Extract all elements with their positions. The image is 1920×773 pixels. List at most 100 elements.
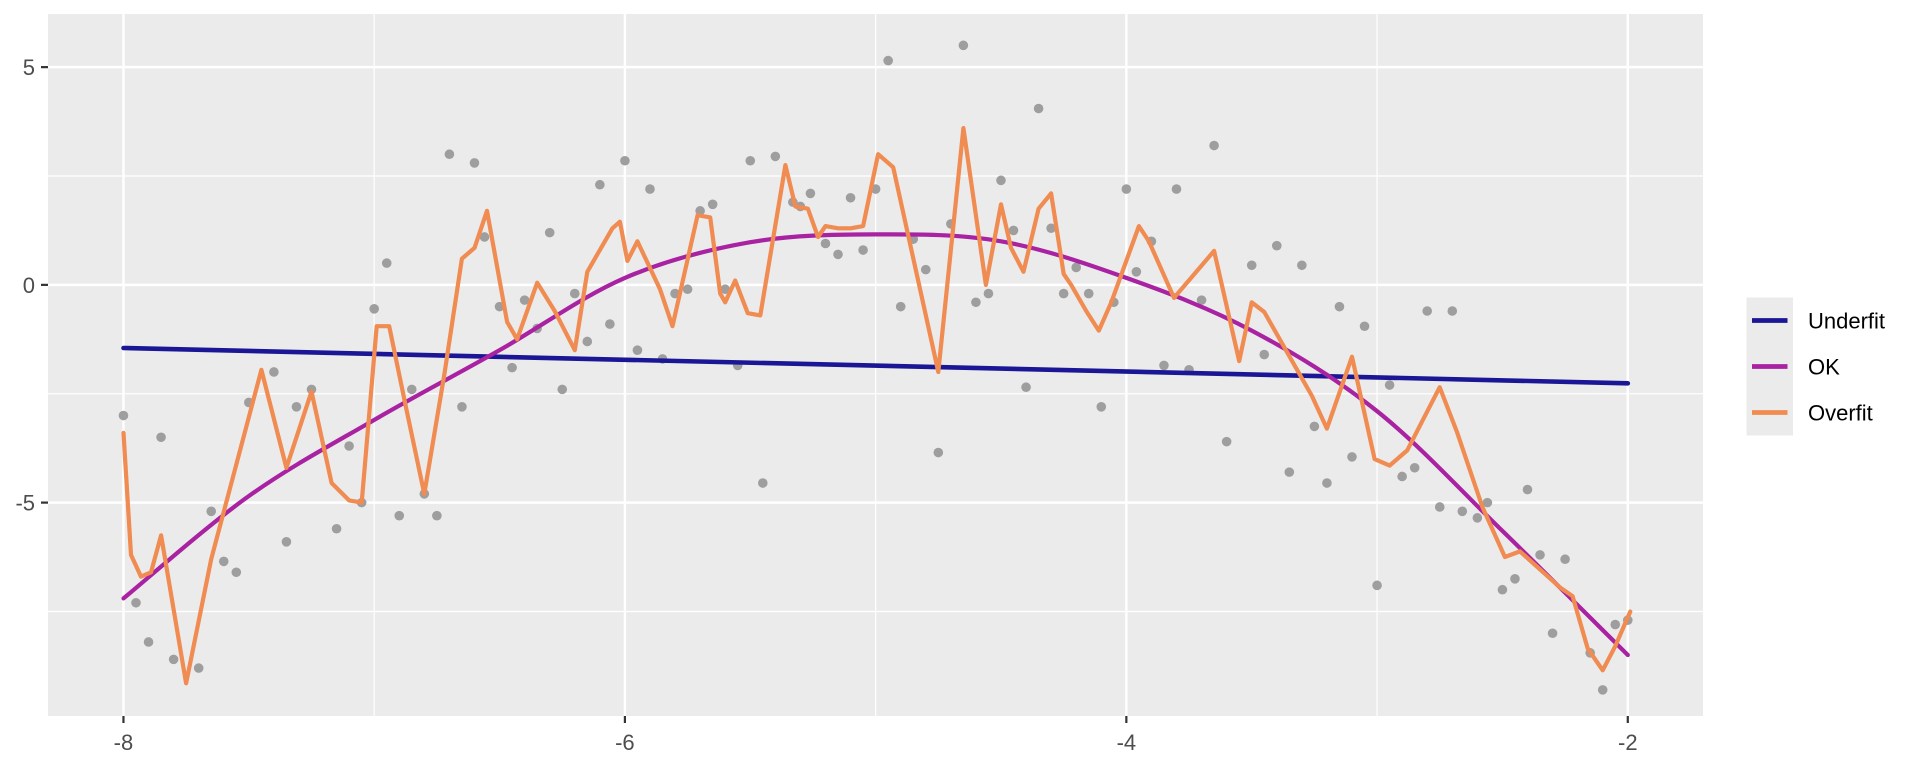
scatter-point	[1384, 380, 1395, 390]
scatter-point	[1284, 467, 1295, 477]
legend-label: Underfit	[1808, 309, 1885, 334]
scatter-point	[394, 510, 405, 521]
scatter-point	[605, 319, 615, 329]
scatter-point	[1021, 382, 1031, 393]
y-tick-label: 0	[23, 273, 35, 298]
scatter-point	[1409, 462, 1420, 473]
scatter-point	[1334, 301, 1345, 312]
scatter-point	[193, 663, 204, 673]
x-tick-label: -8	[114, 730, 134, 755]
scatter-point	[1522, 484, 1533, 495]
scatter-point	[291, 402, 302, 412]
scatter-point	[805, 188, 816, 199]
scatter-point	[331, 523, 342, 534]
scatter-point	[1297, 260, 1307, 271]
scatter-point	[983, 288, 994, 299]
ok-line	[121, 232, 1630, 658]
scatter-point	[281, 537, 292, 547]
scatter-point	[519, 295, 530, 305]
scatter-point	[1422, 306, 1433, 316]
scatter-point	[1322, 478, 1332, 488]
scatter-point	[479, 232, 490, 242]
scatter-point	[1359, 321, 1370, 332]
scatter-point	[1457, 506, 1468, 517]
scatter-point	[920, 264, 931, 275]
scatter-point	[720, 284, 730, 295]
scatter-point	[1397, 471, 1407, 482]
scatter-point	[707, 199, 718, 210]
scatter-point	[1071, 262, 1082, 273]
scatter-point	[996, 175, 1006, 186]
x-tick-label: -6	[615, 730, 635, 755]
y-tick-label: 5	[23, 55, 35, 80]
series-lines	[121, 126, 1633, 686]
scatter-point	[682, 284, 693, 295]
scatter-point	[933, 447, 944, 458]
legend-item-overfit: Overfit	[1746, 389, 1873, 436]
scatter-point	[1372, 580, 1382, 591]
scatter-point	[1560, 554, 1570, 565]
scatter-point	[845, 192, 856, 203]
scatter-point	[1246, 260, 1257, 271]
scatter-point	[1083, 288, 1094, 299]
scatter-point	[1547, 628, 1558, 639]
scatter-point	[1497, 584, 1508, 595]
scatter-point	[1434, 502, 1445, 512]
scatter-point	[1131, 267, 1142, 277]
scatter-point	[1535, 550, 1545, 560]
scatter-point	[344, 441, 354, 451]
legend-label: Overfit	[1808, 401, 1873, 426]
scatter-point	[557, 384, 568, 395]
scatter-point	[218, 556, 229, 567]
scatter-point	[544, 227, 555, 238]
scatter-point	[833, 249, 843, 260]
scatter-point	[770, 151, 781, 162]
scatter-point	[595, 179, 605, 190]
legend-item-underfit: Underfit	[1746, 297, 1885, 344]
scatter-point	[1510, 574, 1520, 584]
scatter-point	[858, 245, 868, 255]
scatter-point	[1058, 288, 1069, 299]
scatter-point	[1610, 619, 1621, 630]
scatter-point	[118, 410, 129, 421]
scatter-point	[306, 384, 317, 395]
scatter-point	[582, 336, 593, 347]
scatter-point	[381, 258, 392, 268]
scatter-point	[883, 55, 893, 66]
scatter-point	[1033, 103, 1044, 114]
legend: Underfit OK Overfit	[1746, 297, 1885, 436]
scatter-point	[569, 288, 580, 299]
scatter-point	[1447, 306, 1458, 316]
scatter-point	[469, 158, 480, 168]
x-axis: -8 -6 -4 -2	[114, 716, 1638, 755]
scatter-point	[1046, 223, 1056, 234]
scatter-point	[632, 345, 643, 355]
y-tick-label: -5	[15, 491, 35, 516]
scatter-point	[143, 637, 154, 647]
legend-label: OK	[1808, 355, 1840, 380]
scatter-point	[1221, 436, 1232, 447]
scatter-point	[620, 155, 630, 166]
scatter-point	[1171, 184, 1182, 194]
y-axis: 5 0 -5	[15, 55, 48, 516]
scatter-point	[758, 478, 768, 488]
scatter-point	[971, 297, 981, 308]
scatter-point	[1096, 402, 1107, 412]
scatter-point	[507, 362, 517, 373]
scatter-point	[156, 432, 166, 443]
scatter-point	[745, 155, 756, 166]
scatter-point	[958, 40, 969, 51]
legend-item-ok: OK	[1746, 343, 1840, 390]
scatter-point	[231, 567, 242, 578]
scatter-point	[1209, 140, 1219, 151]
scatter-point	[1121, 184, 1132, 194]
scatter-point	[369, 304, 379, 314]
x-tick-label: -4	[1117, 730, 1137, 755]
scatter-point	[645, 184, 655, 194]
scatter-point	[269, 367, 279, 377]
scatter-point	[206, 506, 217, 517]
scatter-point	[131, 597, 141, 608]
scatter-point	[168, 654, 179, 665]
